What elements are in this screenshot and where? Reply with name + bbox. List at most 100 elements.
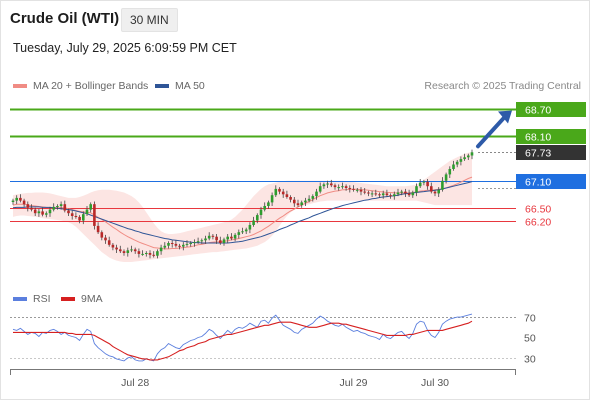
candle-body xyxy=(122,251,126,253)
candle-body xyxy=(318,186,322,192)
candle-body xyxy=(459,159,463,162)
candle-body xyxy=(348,188,352,189)
candle-body xyxy=(389,195,392,197)
candle-body xyxy=(241,231,244,233)
candle-body xyxy=(159,247,163,252)
candle-body xyxy=(67,210,70,214)
candle-body xyxy=(330,183,333,186)
candle-body xyxy=(196,241,200,243)
legend-rsi: RSI xyxy=(13,293,51,305)
candle-body xyxy=(11,200,15,202)
candle-body xyxy=(326,183,329,185)
candle-body xyxy=(467,155,470,158)
timestamp: Tuesday, July 29, 2025 6:09:59 PM CET xyxy=(13,41,237,55)
legend-ma20: MA 20 + Bollinger Bands xyxy=(13,80,148,92)
candle-body xyxy=(252,220,255,225)
candle-body xyxy=(182,244,185,247)
candle-body xyxy=(15,197,18,201)
candle-body xyxy=(359,189,363,192)
candle-body xyxy=(26,204,30,208)
candle-body xyxy=(437,189,440,194)
ma20-line xyxy=(12,176,473,250)
candle-body xyxy=(300,202,303,206)
candle-body xyxy=(248,225,252,230)
candle-body xyxy=(259,209,263,215)
candle-body xyxy=(422,181,426,183)
legend-ma9: 9MA xyxy=(61,293,103,305)
candle-body xyxy=(141,253,144,255)
level-tag-pivot-3 xyxy=(516,174,586,189)
candle-body xyxy=(337,187,340,189)
candle-body xyxy=(415,186,418,193)
candle-body xyxy=(426,181,429,187)
candle-body xyxy=(41,211,44,215)
candle-body xyxy=(341,186,344,188)
candle-body xyxy=(111,244,115,248)
level-label-current-2: 67.73 xyxy=(525,148,551,160)
rsi-tick-label: 50 xyxy=(524,333,536,345)
candle-body xyxy=(430,186,433,192)
candle-body xyxy=(178,245,181,247)
candle-body xyxy=(63,204,67,211)
candle-body xyxy=(433,191,437,194)
candle-body xyxy=(455,161,459,165)
x-tick-label: Jul 30 xyxy=(421,377,449,389)
candle-body xyxy=(70,213,74,216)
rsi-line xyxy=(12,313,473,362)
legend-ma50-label: MA 50 xyxy=(175,80,205,92)
copyright: Research © 2025 Trading Central xyxy=(424,80,581,92)
candle-body xyxy=(452,164,455,169)
level-tag-resistance-0 xyxy=(516,102,586,117)
candle-body xyxy=(48,209,52,214)
candle-body xyxy=(85,209,89,215)
candle-body xyxy=(82,214,85,221)
candle-body xyxy=(367,192,370,194)
x-tick-label: Jul 29 xyxy=(339,377,367,389)
candle-body xyxy=(219,240,222,243)
legend-ma20-label: MA 20 + Bollinger Bands xyxy=(33,80,149,92)
ma20-swatch xyxy=(13,84,27,88)
trend-arrow-shaft xyxy=(476,113,508,149)
candle-body xyxy=(296,203,300,206)
candle-body xyxy=(352,188,355,190)
candle-body xyxy=(385,193,389,196)
candle-body xyxy=(441,180,444,190)
x-tick-label: Jul 28 xyxy=(121,377,149,389)
candle-body xyxy=(104,237,107,241)
candle-body xyxy=(185,243,189,245)
candle-body xyxy=(37,211,41,214)
candle-body xyxy=(463,157,466,160)
instrument-title: Crude Oil (WTI) xyxy=(10,10,120,27)
candle-body xyxy=(311,196,315,199)
candle-body xyxy=(407,193,411,196)
candle-body xyxy=(263,206,266,210)
candle-body xyxy=(93,204,96,226)
candle-body xyxy=(174,243,178,246)
candle-body xyxy=(107,240,111,245)
candle-body xyxy=(19,197,22,201)
candle-body xyxy=(167,243,170,246)
candle-body xyxy=(133,249,137,252)
candle-body xyxy=(52,206,55,210)
candle-body xyxy=(396,192,400,195)
candle-body xyxy=(204,238,207,241)
candle-body xyxy=(119,249,122,252)
candle-body xyxy=(78,216,81,221)
candle-body xyxy=(363,191,366,193)
timeframe-badge[interactable]: 30 MIN xyxy=(121,8,178,32)
candle-body xyxy=(244,229,248,232)
candle-body xyxy=(152,254,155,256)
candle-body xyxy=(267,202,270,206)
level-label-resistance-1: 68.10 xyxy=(525,132,551,144)
candle-body xyxy=(193,242,196,244)
candle-body xyxy=(200,240,204,242)
candle-body xyxy=(470,152,474,156)
legend-ma9-label: 9MA xyxy=(81,293,103,305)
candle-body xyxy=(45,213,48,215)
level-label-pivot-3: 67.10 xyxy=(525,177,551,189)
ma9-swatch xyxy=(61,297,75,301)
candle-body xyxy=(59,204,63,206)
level-label-support-4: 66.50 xyxy=(525,204,551,216)
candle-body xyxy=(274,188,278,196)
